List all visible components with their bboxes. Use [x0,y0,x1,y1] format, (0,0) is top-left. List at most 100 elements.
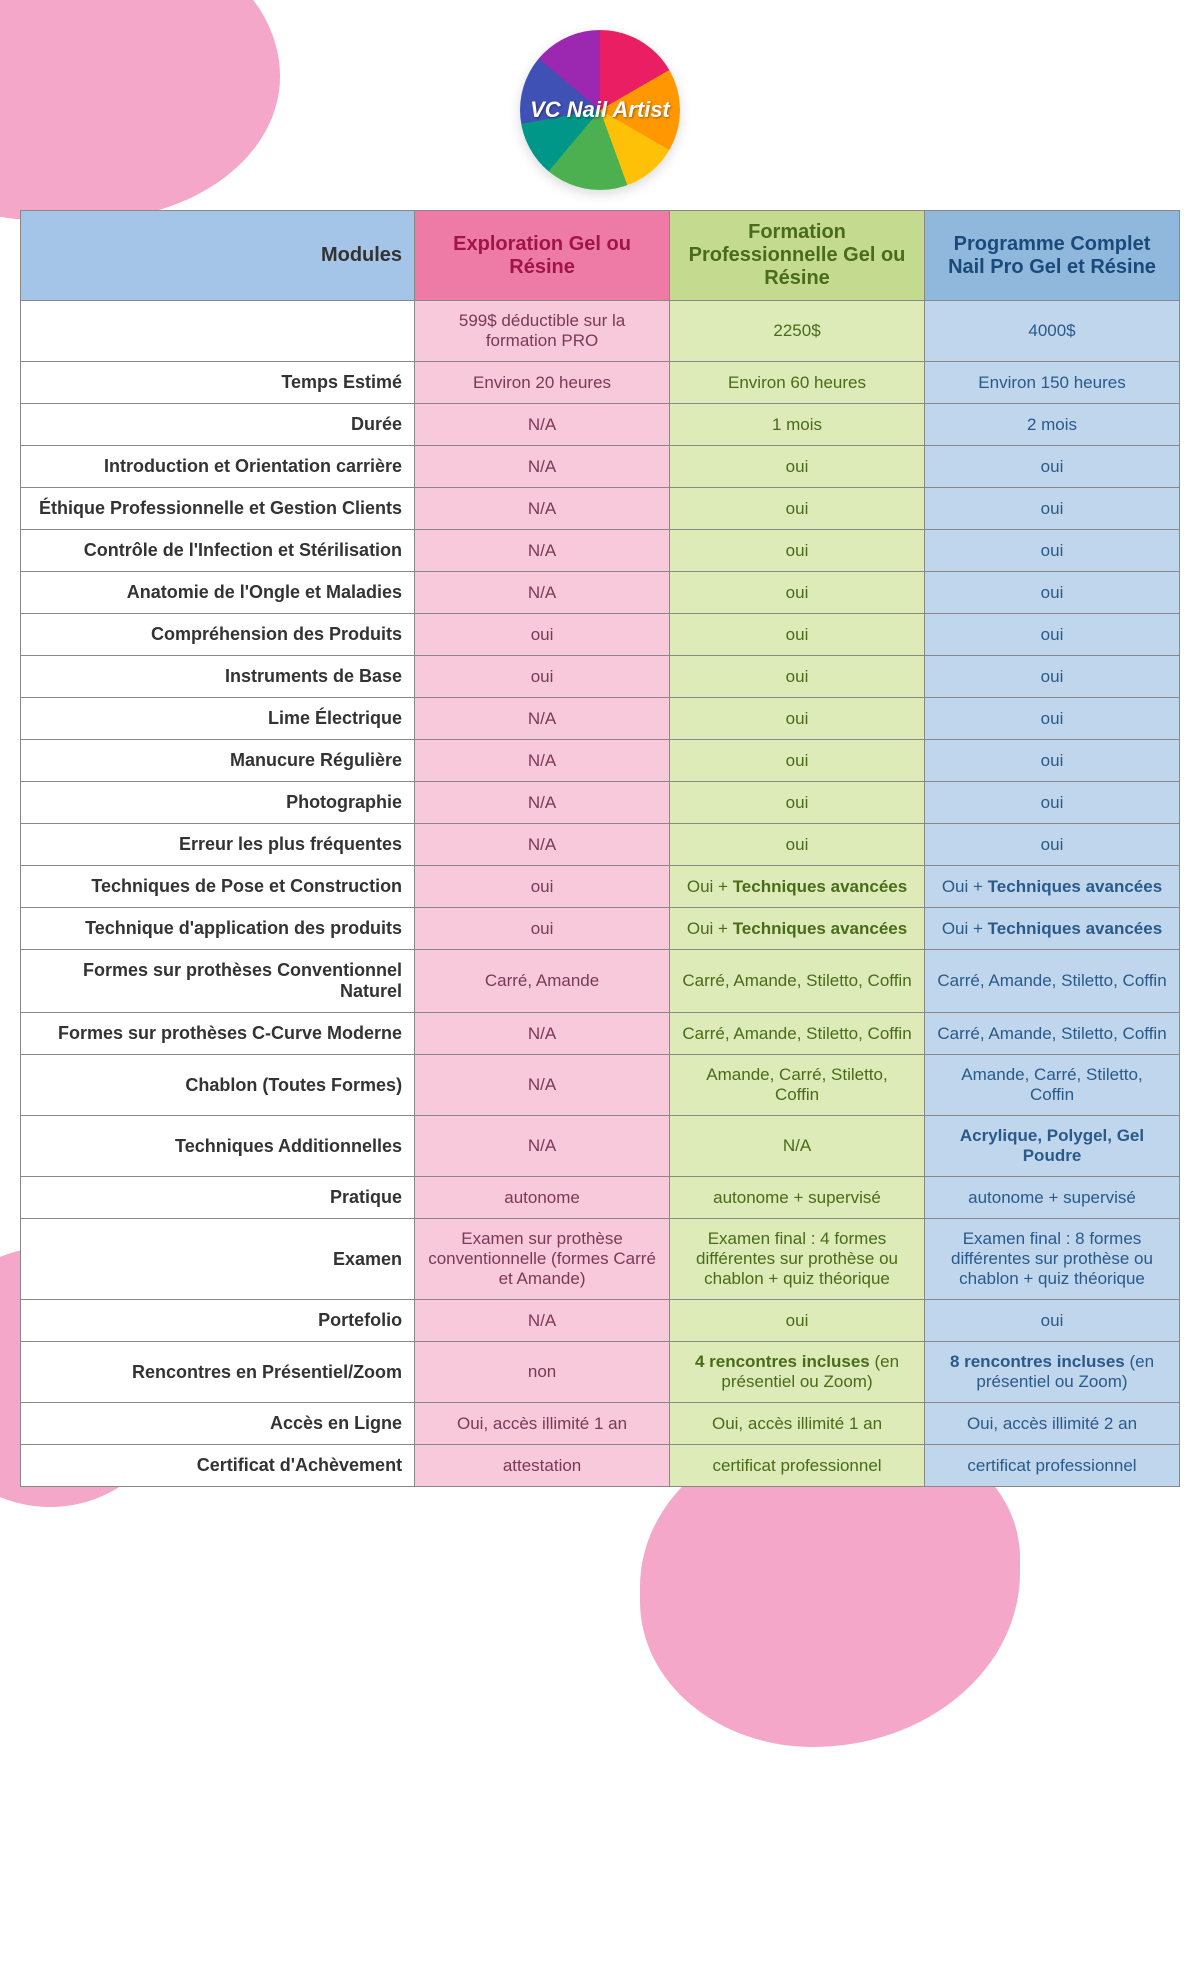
row-label: Techniques de Pose et Construction [21,866,415,908]
header-modules: Modules [21,211,415,301]
cell-exploration: N/A [415,824,670,866]
table-row: Formes sur prothèses Conventionnel Natur… [21,950,1180,1013]
cell-formation: Oui + Techniques avancées [670,908,925,950]
cell-exploration: N/A [415,404,670,446]
cell-formation: autonome + supervisé [670,1177,925,1219]
row-label: Erreur les plus fréquentes [21,824,415,866]
table-row: Techniques AdditionnellesN/AN/AAcrylique… [21,1116,1180,1177]
row-label: Technique d'application des produits [21,908,415,950]
cell-formation: Oui + Techniques avancées [670,866,925,908]
cell-programme: 8 rencontres incluses (en présentiel ou … [925,1342,1180,1403]
cell-exploration: N/A [415,1300,670,1342]
cell-formation: Carré, Amande, Stiletto, Coffin [670,1013,925,1055]
cell-programme: Amande, Carré, Stiletto, Coffin [925,1055,1180,1116]
cell-programme: Environ 150 heures [925,362,1180,404]
row-label: Chablon (Toutes Formes) [21,1055,415,1116]
cell-programme: Acrylique, Polygel, Gel Poudre [925,1116,1180,1177]
cell-formation: oui [670,1300,925,1342]
cell-programme: 2 mois [925,404,1180,446]
cell-programme: Examen final : 8 formes différentes sur … [925,1219,1180,1300]
cell-programme: certificat professionnel [925,1445,1180,1487]
table-row: ExamenExamen sur prothèse conventionnell… [21,1219,1180,1300]
table-row: Introduction et Orientation carrièreN/Ao… [21,446,1180,488]
table-row: Technique d'application des produitsouiO… [21,908,1180,950]
row-label: Accès en Ligne [21,1403,415,1445]
cell-formation: 4 rencontres incluses (en présentiel ou … [670,1342,925,1403]
cell-formation: oui [670,572,925,614]
table-row: PhotographieN/Aouioui [21,782,1180,824]
cell-programme: oui [925,782,1180,824]
cell-exploration: 599$ déductible sur la formation PRO [415,301,670,362]
table-row: DuréeN/A1 mois2 mois [21,404,1180,446]
cell-formation: oui [670,698,925,740]
cell-exploration: Examen sur prothèse conventionnelle (for… [415,1219,670,1300]
cell-exploration: N/A [415,572,670,614]
cell-exploration: N/A [415,782,670,824]
cell-exploration: oui [415,656,670,698]
cell-exploration: oui [415,908,670,950]
row-label: Formes sur prothèses C-Curve Moderne [21,1013,415,1055]
table-row: Accès en LigneOui, accès illimité 1 anOu… [21,1403,1180,1445]
row-label [21,301,415,362]
cell-formation: Carré, Amande, Stiletto, Coffin [670,950,925,1013]
cell-programme: oui [925,530,1180,572]
cell-programme: oui [925,614,1180,656]
row-label: Formes sur prothèses Conventionnel Natur… [21,950,415,1013]
row-label: Examen [21,1219,415,1300]
cell-exploration: N/A [415,1013,670,1055]
cell-exploration: N/A [415,740,670,782]
table-row: Erreur les plus fréquentesN/Aouioui [21,824,1180,866]
table-row: PortefolioN/Aouioui [21,1300,1180,1342]
cell-formation: oui [670,824,925,866]
cell-exploration: N/A [415,446,670,488]
cell-formation: oui [670,446,925,488]
cell-formation: oui [670,740,925,782]
cell-exploration: Environ 20 heures [415,362,670,404]
brand-logo: VC Nail Artist [520,30,680,190]
cell-exploration: N/A [415,488,670,530]
cell-formation: Oui, accès illimité 1 an [670,1403,925,1445]
row-label: Lime Électrique [21,698,415,740]
row-label: Pratique [21,1177,415,1219]
cell-programme: autonome + supervisé [925,1177,1180,1219]
table-row: Instruments de Baseouiouioui [21,656,1180,698]
row-label: Certificat d'Achèvement [21,1445,415,1487]
cell-formation: N/A [670,1116,925,1177]
cell-formation: oui [670,614,925,656]
row-label: Manucure Régulière [21,740,415,782]
cell-exploration: attestation [415,1445,670,1487]
cell-formation: oui [670,488,925,530]
row-label: Introduction et Orientation carrière [21,446,415,488]
cell-programme: Oui + Techniques avancées [925,866,1180,908]
table-row: Temps EstiméEnviron 20 heuresEnviron 60 … [21,362,1180,404]
row-label: Techniques Additionnelles [21,1116,415,1177]
row-label: Photographie [21,782,415,824]
comparison-table: Modules Exploration Gel ou Résine Format… [20,210,1180,1487]
cell-formation: Amande, Carré, Stiletto, Coffin [670,1055,925,1116]
table-row: Anatomie de l'Ongle et MaladiesN/Aouioui [21,572,1180,614]
table-row: 599$ déductible sur la formation PRO2250… [21,301,1180,362]
table-row: Manucure RégulièreN/Aouioui [21,740,1180,782]
table-row: Techniques de Pose et ConstructionouiOui… [21,866,1180,908]
cell-programme: 4000$ [925,301,1180,362]
cell-exploration: oui [415,866,670,908]
cell-exploration: autonome [415,1177,670,1219]
row-label: Éthique Professionnelle et Gestion Clien… [21,488,415,530]
row-label: Temps Estimé [21,362,415,404]
cell-programme: oui [925,446,1180,488]
cell-exploration: N/A [415,1116,670,1177]
table-row: Lime ÉlectriqueN/Aouioui [21,698,1180,740]
row-label: Portefolio [21,1300,415,1342]
row-label: Contrôle de l'Infection et Stérilisation [21,530,415,572]
table-row: Compréhension des Produitsouiouioui [21,614,1180,656]
cell-programme: oui [925,572,1180,614]
cell-formation: oui [670,530,925,572]
cell-programme: oui [925,740,1180,782]
cell-programme: oui [925,488,1180,530]
row-label: Instruments de Base [21,656,415,698]
table-row: Pratiqueautonomeautonome + superviséauto… [21,1177,1180,1219]
cell-formation: oui [670,656,925,698]
table-body: 599$ déductible sur la formation PRO2250… [21,301,1180,1487]
cell-programme: oui [925,656,1180,698]
cell-exploration: N/A [415,698,670,740]
